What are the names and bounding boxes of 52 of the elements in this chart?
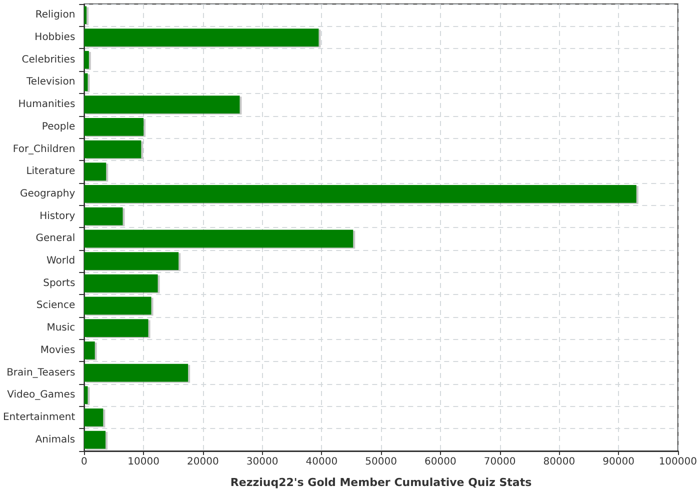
bar	[84, 319, 148, 338]
bar	[84, 140, 142, 158]
y-tick-label: People	[42, 121, 76, 132]
x-tick-label: 10000	[128, 456, 160, 468]
y-tick-label: World	[46, 256, 76, 267]
bar	[84, 162, 106, 181]
y-tick-label: For_Children	[12, 144, 76, 155]
y-tick-label: Science	[36, 300, 76, 312]
bar	[84, 296, 152, 315]
bar	[84, 73, 88, 92]
x-tick-label: 80000	[543, 456, 576, 468]
bar	[84, 274, 158, 292]
bar	[84, 252, 179, 270]
bar	[84, 185, 636, 203]
x-tick-label: 100000	[658, 456, 698, 468]
x-tick-label: 30000	[246, 456, 278, 468]
x-tick-label: 50000	[365, 456, 397, 468]
x-tick-label: 90000	[602, 456, 634, 468]
bar	[84, 6, 87, 24]
x-tick-label: 60000	[424, 456, 456, 468]
x-axis-title: Rezziuq22's Gold Member Cumulative Quiz Stats	[230, 476, 532, 489]
y-tick-label: Sports	[43, 278, 76, 289]
y-tick-label: Music	[46, 322, 76, 334]
bar	[84, 386, 88, 404]
y-tick-label: Humanities	[18, 99, 76, 110]
bar	[84, 96, 240, 114]
y-tick-label: Entertainment	[2, 412, 76, 423]
x-tick-label: 70000	[484, 456, 516, 468]
y-tick-label: Animals	[35, 434, 76, 446]
y-tick-label: Television	[26, 76, 76, 88]
bar	[84, 50, 89, 69]
bar	[84, 118, 144, 136]
bar	[84, 430, 106, 449]
y-tick-label: Celebrities	[22, 54, 76, 66]
bar	[84, 341, 95, 360]
y-tick-label: Literature	[26, 166, 76, 178]
y-tick-label: General	[36, 233, 76, 244]
bar	[84, 364, 188, 382]
bar	[84, 207, 123, 226]
y-tick-label: Religion	[35, 10, 76, 21]
y-tick-label: Video_Games	[7, 390, 76, 401]
bar	[84, 28, 319, 46]
y-tick-label: Hobbies	[34, 32, 76, 44]
bar	[84, 408, 104, 426]
x-tick-label: 20000	[187, 456, 219, 468]
bar	[84, 230, 354, 248]
y-tick-label: History	[40, 210, 76, 222]
y-tick-label: Movies	[40, 344, 76, 356]
y-tick-label: Brain_Teasers	[6, 367, 76, 378]
x-tick-label: 40000	[306, 456, 338, 468]
y-tick-label: Geography	[20, 188, 76, 200]
x-tick-label: 0	[80, 456, 88, 468]
